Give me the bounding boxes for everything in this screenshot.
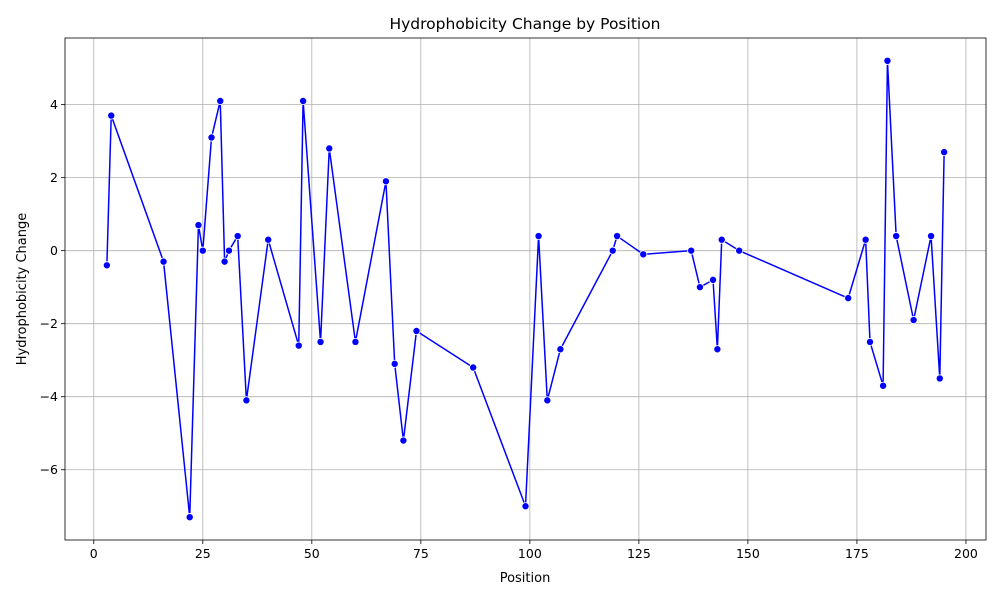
data-point xyxy=(220,257,229,266)
data-point xyxy=(556,345,565,354)
data-point xyxy=(892,232,901,241)
data-point xyxy=(294,341,303,350)
series-layer xyxy=(102,56,949,522)
x-tick-label: 0 xyxy=(90,546,98,561)
data-point xyxy=(883,56,892,65)
data-point xyxy=(717,235,726,244)
data-point xyxy=(198,246,207,255)
data-point xyxy=(299,96,308,105)
data-point xyxy=(469,363,478,372)
data-point xyxy=(264,235,273,244)
data-point xyxy=(107,111,116,120)
data-point xyxy=(613,232,622,241)
data-point xyxy=(412,326,421,335)
data-point xyxy=(639,250,648,259)
data-point xyxy=(709,275,718,284)
grid xyxy=(65,38,986,540)
data-point xyxy=(534,232,543,241)
data-point xyxy=(735,246,744,255)
data-point xyxy=(687,246,696,255)
data-point xyxy=(207,133,216,142)
data-point xyxy=(608,246,617,255)
data-point xyxy=(224,246,233,255)
x-tick-label: 175 xyxy=(845,546,869,561)
data-point xyxy=(185,513,194,522)
data-point xyxy=(866,337,875,346)
y-tick-label: 0 xyxy=(50,243,58,258)
data-point xyxy=(390,359,399,368)
data-point xyxy=(844,294,853,303)
data-point xyxy=(194,221,203,230)
data-point xyxy=(543,396,552,405)
data-point xyxy=(695,283,704,292)
data-point xyxy=(316,337,325,346)
data-point xyxy=(159,257,168,266)
axis-ticks: 0 25 50 75 100 125 150 175 200 −6 −4 −2 0 2 4 xyxy=(40,97,978,561)
y-tick-label: −4 xyxy=(40,389,58,404)
data-point xyxy=(927,232,936,241)
x-tick-label: 50 xyxy=(304,546,320,561)
chart-title: Hydrophobicity Change by Position xyxy=(389,15,660,33)
plot-frame xyxy=(64,37,987,541)
data-point xyxy=(325,144,334,153)
x-tick-label: 25 xyxy=(195,546,211,561)
data-point xyxy=(233,232,242,241)
data-point xyxy=(242,396,251,405)
y-tick-label: −6 xyxy=(40,462,58,477)
data-point xyxy=(935,374,944,383)
x-axis-label: Position xyxy=(500,571,551,586)
data-point xyxy=(521,502,530,511)
x-tick-label: 150 xyxy=(736,546,760,561)
y-tick-label: 2 xyxy=(50,170,58,185)
data-point xyxy=(216,96,225,105)
data-point xyxy=(381,177,390,186)
y-axis-label: Hydrophobicity Change xyxy=(15,213,30,366)
x-tick-label: 75 xyxy=(413,546,429,561)
data-point xyxy=(351,337,360,346)
data-point xyxy=(879,381,888,390)
x-tick-label: 200 xyxy=(954,546,978,561)
series-line xyxy=(106,60,945,518)
y-tick-label: −2 xyxy=(40,316,58,331)
data-point xyxy=(102,261,111,270)
x-tick-label: 100 xyxy=(518,546,542,561)
data-point xyxy=(909,316,918,325)
x-tick-label: 125 xyxy=(627,546,651,561)
data-point xyxy=(399,436,408,445)
y-tick-label: 4 xyxy=(50,97,58,112)
data-point xyxy=(940,148,949,157)
data-point xyxy=(861,235,870,244)
data-point xyxy=(713,345,722,354)
